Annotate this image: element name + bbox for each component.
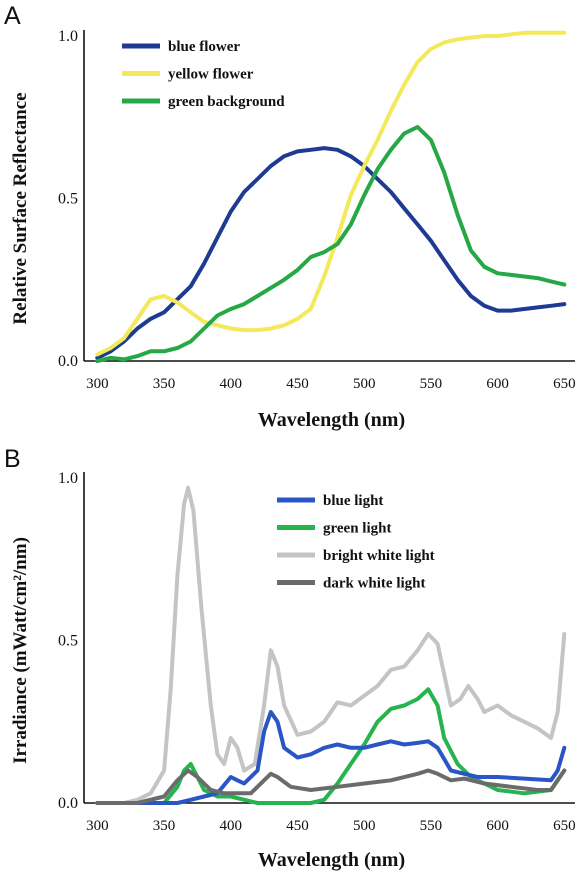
x-tick-label: 650	[553, 818, 576, 834]
chart-panel-a: 300 350 400 450 500 550 600 650 0.0 0.5 1.0 Wavelen…	[10, 28, 576, 431]
legend-label-green-background: green background	[168, 94, 285, 110]
legend-label-green-light: green light	[323, 521, 391, 537]
series-line-dark-white-light	[95, 768, 567, 805]
x-tick-label: 500	[353, 376, 376, 392]
legend-label-bright-white-light: bright white light	[323, 548, 435, 564]
series-line-bright-white-light	[95, 485, 567, 805]
x-tick-label: 300	[86, 376, 109, 392]
y-axis-title: Relative Surface Reflectance	[10, 92, 31, 324]
series-line-blue-light	[95, 710, 567, 805]
x-tick-label: 600	[486, 818, 509, 834]
legend-label-dark-white-light: dark white light	[323, 576, 426, 592]
x-tick-label: 400	[220, 376, 243, 392]
series-line-green-background	[95, 125, 567, 363]
y-tick-label: 0.5	[58, 191, 78, 208]
x-tick-label: 350	[153, 376, 176, 392]
y-tick-label: 1.0	[58, 470, 78, 487]
y-tick-label: 0.0	[58, 795, 78, 812]
x-tick-label: 350	[153, 818, 176, 834]
chart-panel-b: 300 350 400 450 500 550 600 650 0.0 0.5 1.0 Wavelen…	[10, 470, 576, 871]
x-tick-label: 550	[420, 818, 443, 834]
y-tick-label: 1.0	[58, 28, 78, 45]
y-axis-title: Irradiance (mWatt/cm²/nm)	[10, 537, 31, 764]
x-tick-label: 450	[286, 376, 309, 392]
x-axis-title: Wavelength (nm)	[258, 849, 405, 871]
series-line-green-light	[95, 687, 567, 805]
x-tick-label: 600	[486, 376, 509, 392]
legend-label-blue-flower: blue flower	[168, 39, 240, 55]
x-axis-title: Wavelength (nm)	[258, 409, 405, 431]
x-tick-label: 400	[220, 818, 243, 834]
panel-label-b: B	[4, 445, 21, 473]
y-tick-label: 0.0	[58, 353, 78, 370]
x-tick-label: 450	[286, 818, 309, 834]
legend-label-yellow-flower: yellow flower	[168, 67, 254, 83]
series-line-yellow-flower	[95, 30, 567, 357]
legend-label-blue-light: blue light	[323, 493, 383, 509]
x-tick-label: 650	[553, 376, 576, 392]
x-tick-label: 550	[420, 376, 443, 392]
panel-label-a: A	[4, 2, 21, 30]
y-tick-label: 0.5	[58, 633, 78, 650]
x-tick-label: 500	[353, 818, 376, 834]
x-tick-label: 300	[86, 818, 109, 834]
